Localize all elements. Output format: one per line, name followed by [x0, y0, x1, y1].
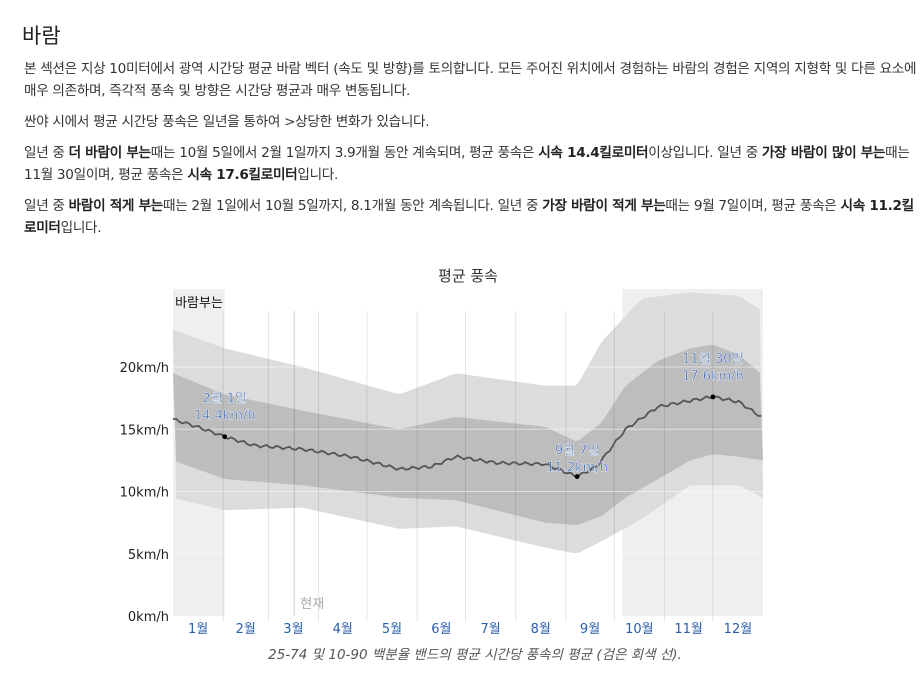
- t: 때는 11월 30일이며, 평균 풍속은: [24, 145, 910, 183]
- paragraph-windy: 일년 중 더 바람이 부는때는 10월 5일에서 2월 1일까지 3.9개월 동…: [24, 142, 919, 186]
- month-label: 4월: [333, 622, 353, 637]
- month-label: 10월: [625, 622, 654, 637]
- annotation-date: 2월 1일: [202, 392, 247, 407]
- month-label: 8월: [531, 622, 551, 637]
- mean-line: [172, 395, 762, 480]
- t: 일년 중: [24, 198, 69, 214]
- month-label: 2월: [236, 622, 256, 637]
- t: 입니다.: [60, 220, 102, 236]
- annotation-value: 17.6km/h: [682, 369, 744, 384]
- month-label: 9월: [580, 622, 600, 637]
- t: 가장 바람이 많이 부는: [761, 145, 886, 161]
- annotation-value: 14.4km/h: [194, 409, 256, 424]
- month-label: 3월: [283, 622, 303, 637]
- month-label: 5월: [382, 622, 402, 637]
- y-tick-label: 20km/h: [120, 361, 169, 376]
- t: 때는 9월 7일이며, 평균 풍속은: [665, 198, 841, 214]
- paragraph-calm: 일년 중 바람이 적게 부는때는 2월 1일에서 10월 5일까지, 8.1개월…: [24, 195, 919, 239]
- month-label: 6월: [431, 622, 451, 637]
- t: 바람이 적게 부는: [68, 198, 164, 214]
- t: 시속 11.2킬로미터: [24, 198, 914, 236]
- y-tick-label: 0km/h: [128, 610, 169, 625]
- t: 시속 14.4킬로미터: [538, 145, 649, 161]
- month-label: 12월: [724, 622, 753, 637]
- t: 가장 바람이 적게 부는: [542, 198, 666, 214]
- t: 더 바람이 부는: [68, 145, 151, 161]
- t: 때는 10월 5일에서 2월 1일까지 3.9개월 동안 계속되며, 평균 풍속…: [150, 145, 539, 161]
- y-tick-label: 15km/h: [120, 423, 169, 438]
- chart-title: 평균 풍속: [438, 267, 498, 285]
- annotation-value: 11.2km/h: [546, 461, 608, 476]
- paragraph-variation: 싼야 시에서 평균 시간당 풍속은 일년을 통하여 >상당한 변화가 있습니다.: [24, 114, 430, 130]
- annotation-point: [710, 394, 716, 400]
- annotation-point: [222, 434, 228, 440]
- t: 시속 17.6킬로미터: [187, 167, 298, 183]
- month-label: 7월: [481, 622, 501, 637]
- now-label: 현재: [300, 597, 324, 612]
- t: 때는 2월 1일에서 10월 5일까지, 8.1개월 동안 계속됩니다. 일년 …: [162, 198, 543, 214]
- month-label: 1월: [188, 622, 208, 637]
- band-25-75: [173, 344, 763, 525]
- t: 일년 중: [24, 145, 69, 161]
- chart-caption: 25-74 및 10-90 백분율 밴드의 평균 시간당 풍속의 평균 (검은 …: [268, 647, 682, 663]
- section-title: 바람: [22, 24, 61, 48]
- windy-period-label: 바람부는: [175, 296, 223, 311]
- annotation-point: [574, 474, 580, 479]
- month-label: 11월: [674, 622, 703, 637]
- annotation-date: 9월 7일: [555, 444, 600, 459]
- y-tick-label: 5km/h: [128, 548, 169, 563]
- y-tick-label: 10km/h: [120, 486, 169, 501]
- section-text: 본 섹션은 지상 10미터에서 광역 시간당 평균 바람 벡터 (속도 및 방향…: [24, 58, 919, 248]
- annotation-date: 11월 30일: [682, 352, 743, 367]
- t: 이상입니다. 일년 중: [648, 145, 762, 161]
- paragraph-intro: 본 섹션은 지상 10미터에서 광역 시간당 평균 바람 벡터 (속도 및 방향…: [24, 61, 917, 99]
- t: 입니다.: [297, 167, 339, 183]
